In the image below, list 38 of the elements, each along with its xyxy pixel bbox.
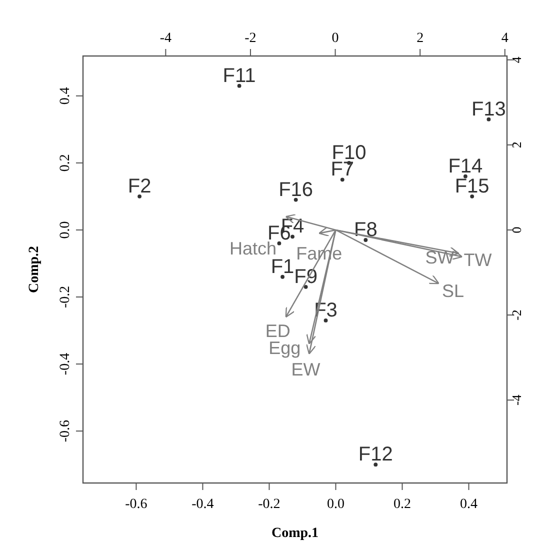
y2-tick-label: 4 xyxy=(509,56,524,64)
x-tick-label: -0.6 xyxy=(125,497,148,512)
data-label: F12 xyxy=(358,444,393,466)
x2-tick-label: -2 xyxy=(244,31,256,46)
y2-tick-label: -2 xyxy=(509,310,524,320)
x2-tick-label: 0 xyxy=(332,31,339,46)
series-label: EW xyxy=(291,360,320,380)
x2-tick-label: 4 xyxy=(501,31,508,46)
x2-tick-label: -4 xyxy=(160,31,172,46)
data-label: F7 xyxy=(330,158,354,181)
y2-tick-label: -4 xyxy=(509,394,524,406)
y-tick-label: -0.6 xyxy=(58,420,73,442)
data-label: F11 xyxy=(222,64,256,87)
series-label: TW xyxy=(464,250,492,270)
x-tick-label: 0.0 xyxy=(326,497,344,512)
data-label: F15 xyxy=(454,175,490,198)
x-tick-label: -0.4 xyxy=(192,497,214,512)
data-label: F13 xyxy=(471,98,506,120)
x-tick-label: 0.2 xyxy=(393,497,411,512)
data-label: F2 xyxy=(128,175,152,198)
y-tick-label: 0.4 xyxy=(58,87,73,105)
y-tick-label: 0.2 xyxy=(58,154,73,172)
series-label: Hatch xyxy=(230,238,277,258)
y-tick-label: -0.4 xyxy=(58,352,73,376)
y2-tick-label: 2 xyxy=(509,142,524,148)
y-tick-label: 0.0 xyxy=(58,221,73,239)
x-tick-label: 0.4 xyxy=(460,497,478,512)
x2-tick-label: 2 xyxy=(416,31,424,46)
y-axis-title: Comp.2 xyxy=(27,246,42,294)
x-tick-label: -0.2 xyxy=(258,497,280,512)
y2-tick-label: 0 xyxy=(509,226,524,234)
x-axis-title: Comp.1 xyxy=(271,526,319,541)
data-label: F8 xyxy=(354,219,378,242)
data-label: F14 xyxy=(448,155,483,178)
series-label: SL xyxy=(442,280,464,301)
y-tick-label: -0.2 xyxy=(58,286,73,308)
data-label: F16 xyxy=(278,178,314,201)
data-label: F1 xyxy=(270,256,294,278)
